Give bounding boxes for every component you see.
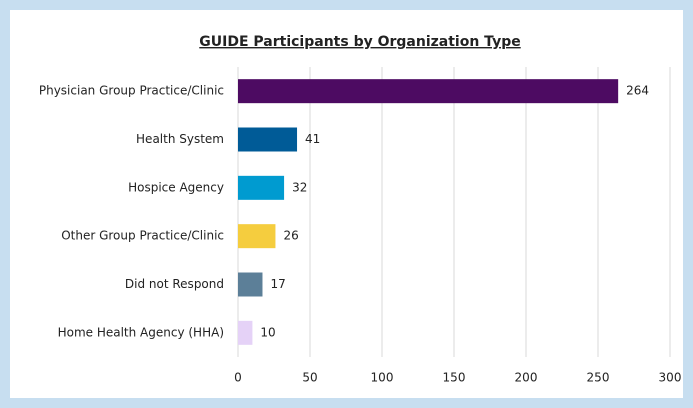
y-tick-label: Physician Group Practice/Clinic [39, 84, 224, 98]
y-tick-label: Did not Respond [125, 277, 224, 291]
bar [238, 127, 298, 152]
data-label: 41 [305, 132, 320, 146]
y-tick-label: Home Health Agency (HHA) [58, 325, 224, 339]
data-label: 26 [283, 229, 298, 243]
x-tick-label: 100 [371, 371, 394, 385]
x-tick-label: 200 [515, 371, 538, 385]
bar [238, 79, 619, 104]
x-tick-label: 50 [302, 371, 317, 385]
bar [238, 175, 285, 200]
y-tick-label: Hospice Agency [128, 180, 224, 194]
x-tick-label: 0 [234, 371, 242, 385]
chart-title: GUIDE Participants by Organization Type [199, 34, 520, 50]
bar [238, 320, 253, 345]
data-label: 32 [292, 180, 307, 194]
data-label: 10 [260, 325, 275, 339]
x-tick-label: 250 [587, 371, 610, 385]
chart-panel [10, 10, 683, 398]
data-label: 264 [626, 84, 649, 98]
x-tick-label: 300 [659, 371, 682, 385]
y-tick-label: Health System [136, 132, 224, 146]
bar [238, 272, 263, 297]
data-label: 17 [270, 277, 285, 291]
bar [238, 224, 276, 249]
y-tick-label: Other Group Practice/Clinic [61, 229, 224, 243]
x-tick-label: 150 [443, 371, 466, 385]
